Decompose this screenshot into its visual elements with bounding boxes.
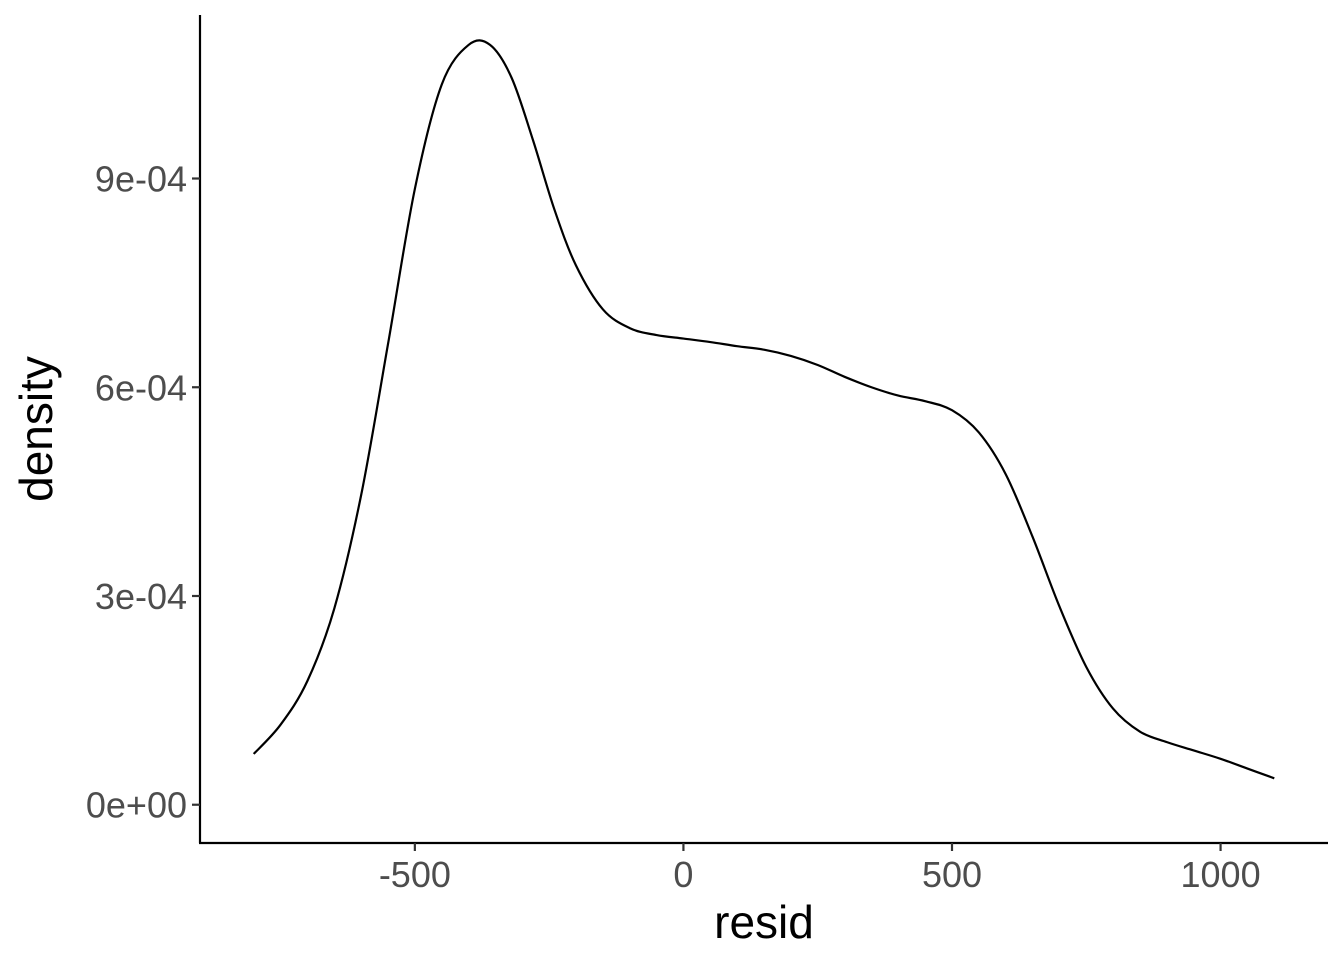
y-tick-label: 6e-04 [95, 367, 187, 408]
y-axis-title: density [10, 356, 62, 502]
x-axis-ticks: -500 0 500 1000 [379, 843, 1261, 895]
y-tick-label: 9e-04 [95, 159, 187, 200]
x-tick-label: 1000 [1181, 854, 1261, 895]
density-curve [252, 39, 1275, 780]
x-tick-label: 500 [922, 854, 982, 895]
x-tick-label: -500 [379, 854, 451, 895]
x-axis-title: resid [714, 896, 814, 948]
y-tick-label: 3e-04 [95, 576, 187, 617]
y-tick-label: 0e+00 [86, 785, 187, 826]
x-tick-label: 0 [673, 854, 693, 895]
y-axis-ticks: 0e+00 3e-04 6e-04 9e-04 [86, 159, 200, 826]
